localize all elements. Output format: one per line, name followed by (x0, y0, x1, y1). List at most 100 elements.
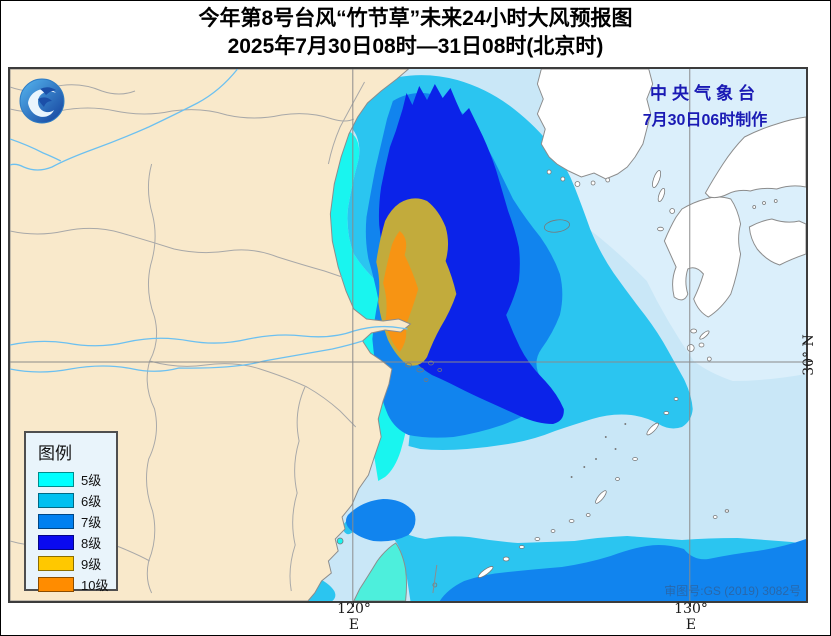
legend-label-level7: 7级 (81, 515, 102, 530)
strait-boundary-line (432, 564, 438, 594)
axis-tick-30N (807, 361, 813, 362)
zhoushan-islet (405, 362, 412, 368)
zhoushan-islet (437, 368, 443, 372)
seto-islet (762, 201, 766, 205)
wind-level7-taiwan-north-blob (345, 499, 416, 542)
ryukyu-island (502, 556, 510, 562)
legend-label-level6: 6级 (81, 494, 102, 509)
korea-islet (546, 169, 552, 175)
legend-box: 图例 5级 6级 7级 8级 9级 10级 (24, 431, 118, 593)
ryukyu-island (632, 457, 638, 461)
ryukyu-island (568, 519, 575, 523)
korea-peninsula (536, 69, 654, 180)
legend-title: 图例 (38, 444, 72, 463)
province-boundary (146, 163, 158, 594)
ryukyu-island (646, 422, 659, 436)
axis-tick-120E (353, 601, 354, 607)
map-geography (10, 69, 806, 601)
province-boundary (327, 81, 365, 165)
legend-swatch-level8 (38, 535, 74, 550)
jeju-island-outline (543, 219, 570, 233)
sea-rock (624, 423, 627, 425)
iki-island (669, 208, 676, 214)
ryukyu-island (595, 490, 607, 504)
province-boundary (10, 227, 343, 278)
tsushima-island (652, 170, 662, 188)
sea-rock (604, 436, 607, 438)
sea-rock (583, 466, 586, 468)
korea-islet (590, 180, 596, 186)
logo-wing (40, 87, 56, 95)
river (10, 69, 239, 171)
sea-rock (614, 448, 617, 450)
zhoushan-islet (416, 367, 425, 373)
agency-stamp: 中央气象台 7月30日06时制作 (610, 79, 800, 130)
legend-swatch-level6 (38, 493, 74, 508)
legend-item: 6级 (38, 490, 116, 511)
ryukyu-island (673, 397, 679, 401)
honshu-island (704, 116, 806, 199)
longitude-label-130E: 130° E (674, 601, 708, 633)
zhoushan-islet (428, 360, 434, 366)
ryukyu-island (518, 545, 525, 549)
korea-islet (605, 177, 611, 183)
ryukyu-island (615, 477, 620, 481)
legend-label-level8: 8级 (81, 536, 102, 551)
ryukyu-island (585, 513, 591, 517)
taiwan-island (353, 542, 408, 601)
legend-label-level10: 10级 (81, 578, 109, 593)
latitude-label-30N: 30° N (801, 334, 817, 376)
ryukyu-island (699, 330, 710, 340)
coastal-islet (336, 537, 344, 545)
legend-swatch-level5 (38, 472, 74, 487)
sea-rock (595, 458, 597, 460)
ryukyu-island (534, 537, 541, 541)
ryukyu-island (712, 515, 718, 519)
yangtze-river (10, 325, 408, 347)
legend-label-level5: 5级 (81, 473, 102, 488)
legend-item: 8级 (38, 532, 116, 553)
map-title: 今年第8号台风“竹节草”未来24小时大风预报图 (198, 7, 633, 30)
legend-swatch-level10 (38, 577, 74, 592)
seto-islet (773, 199, 778, 203)
ryukyu-island (550, 529, 556, 533)
kyushu-south-islet (690, 328, 698, 334)
ryukyu-island (663, 411, 670, 415)
kyushu-south-islet (698, 342, 705, 348)
province-boundary (149, 360, 357, 428)
legend-item: 9级 (38, 553, 116, 574)
ryukyu-island (686, 344, 695, 352)
province-boundary (289, 386, 306, 592)
ryukyu-island (724, 509, 730, 513)
legend-item: 7级 (38, 511, 116, 532)
korea-islet (574, 181, 581, 187)
kyushu-south-islet (706, 356, 712, 362)
map-approval-watermark: 审图号:GS (2019) 3082号 (664, 584, 801, 598)
kyushu-island (663, 196, 742, 318)
legend-swatch-level7 (38, 514, 74, 529)
goto-island (657, 226, 664, 232)
qiantang-river (10, 340, 363, 373)
legend-label-level9: 9级 (81, 557, 102, 572)
korea-islet (560, 176, 566, 182)
title-block: 今年第8号台风“竹节草”未来24小时大风预报图 2025年7月30日08时—31… (1, 5, 830, 61)
river (10, 138, 62, 162)
seto-islet (752, 205, 757, 209)
tsushima-island (657, 187, 666, 203)
province-boundary (10, 107, 355, 122)
legend-item: 5级 (38, 469, 116, 490)
zhoushan-islet (423, 378, 429, 382)
ryukyu-island (477, 566, 494, 578)
agency-issue-time: 7月30日06时制作 (642, 112, 768, 129)
axis-tick-130E (690, 601, 691, 607)
longitude-label-120E: 120° E (337, 601, 371, 633)
map-subtitle: 2025年7月30日08时—31日08时(北京时) (227, 35, 604, 58)
shikoku-island (748, 218, 806, 266)
cma-logo (19, 78, 65, 124)
penghu-islet (432, 582, 438, 588)
wind-level7-south-band (439, 539, 806, 601)
logo-swirl (28, 88, 56, 117)
sea-rock (570, 476, 573, 478)
map-canvas: 中央气象台 7月30日06时制作 图例 5级 6级 7级 8级 (8, 67, 808, 603)
